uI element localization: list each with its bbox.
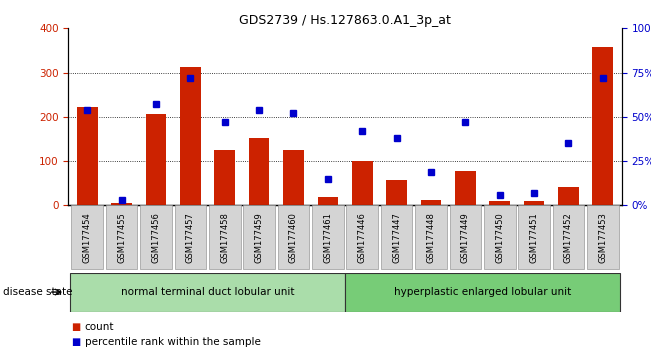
Bar: [70, 273, 345, 312]
Bar: [455, 171, 476, 205]
Bar: [558, 187, 579, 205]
Text: count: count: [85, 322, 114, 332]
Bar: [72, 205, 103, 269]
Text: GSM177458: GSM177458: [220, 212, 229, 263]
Text: GSM177451: GSM177451: [529, 212, 538, 263]
Bar: [106, 205, 137, 269]
Text: GSM177460: GSM177460: [289, 212, 298, 263]
Bar: [381, 205, 412, 269]
Bar: [449, 205, 481, 269]
Bar: [484, 205, 516, 269]
Text: GSM177448: GSM177448: [426, 212, 436, 263]
Text: hyperplastic enlarged lobular unit: hyperplastic enlarged lobular unit: [394, 287, 571, 297]
Bar: [243, 205, 275, 269]
Bar: [490, 201, 510, 205]
Bar: [592, 47, 613, 205]
Bar: [278, 205, 309, 269]
Text: GSM177461: GSM177461: [324, 212, 333, 263]
Text: ■: ■: [72, 337, 81, 347]
Bar: [146, 114, 166, 205]
Bar: [180, 67, 201, 205]
Bar: [587, 205, 618, 269]
Bar: [346, 205, 378, 269]
Text: GSM177446: GSM177446: [357, 212, 367, 263]
Bar: [352, 161, 372, 205]
Text: GSM177457: GSM177457: [186, 212, 195, 263]
Text: GSM177452: GSM177452: [564, 212, 573, 263]
Text: GSM177456: GSM177456: [152, 212, 161, 263]
Text: GSM177449: GSM177449: [461, 212, 470, 263]
Text: GSM177454: GSM177454: [83, 212, 92, 263]
Bar: [312, 205, 344, 269]
Bar: [553, 205, 584, 269]
Bar: [318, 198, 338, 205]
Bar: [386, 180, 407, 205]
Text: GSM177459: GSM177459: [255, 212, 264, 263]
Text: disease state: disease state: [3, 287, 73, 297]
Bar: [421, 200, 441, 205]
Bar: [140, 205, 172, 269]
Bar: [283, 149, 304, 205]
Bar: [524, 201, 544, 205]
Text: percentile rank within the sample: percentile rank within the sample: [85, 337, 260, 347]
Text: GSM177453: GSM177453: [598, 212, 607, 263]
Bar: [415, 205, 447, 269]
Text: normal terminal duct lobular unit: normal terminal duct lobular unit: [121, 287, 294, 297]
Bar: [174, 205, 206, 269]
Title: GDS2739 / Hs.127863.0.A1_3p_at: GDS2739 / Hs.127863.0.A1_3p_at: [239, 14, 451, 27]
Bar: [77, 107, 98, 205]
Bar: [345, 273, 620, 312]
Bar: [214, 149, 235, 205]
Bar: [111, 203, 132, 205]
Bar: [249, 138, 270, 205]
Text: GSM177447: GSM177447: [392, 212, 401, 263]
Bar: [209, 205, 241, 269]
Text: GSM177450: GSM177450: [495, 212, 504, 263]
Text: ■: ■: [72, 322, 81, 332]
Text: GSM177455: GSM177455: [117, 212, 126, 263]
Bar: [518, 205, 550, 269]
